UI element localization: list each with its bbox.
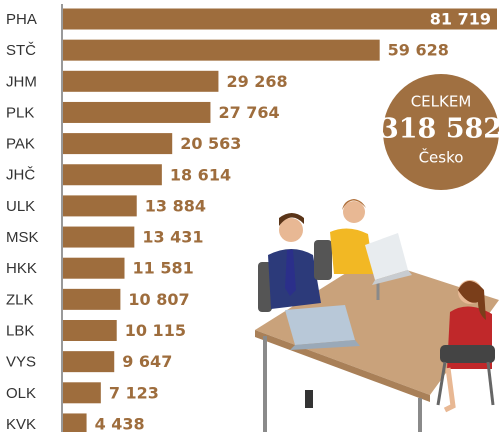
value-label: 4 438 [95,414,145,432]
bar [63,413,87,432]
bar [63,382,101,403]
bar [63,71,218,92]
value-label: 13 884 [145,196,206,215]
value-label: 20 563 [180,134,241,153]
bar [63,133,172,154]
category-label: HKK [6,260,37,277]
category-label: KVK [6,416,36,432]
value-label: 10 115 [125,321,186,340]
value-label: 13 431 [142,228,203,247]
bar [63,40,380,61]
value-label: 10 807 [128,290,189,309]
category-label: PHA [6,11,37,28]
bar [63,195,137,216]
category-label: LBK [6,322,34,339]
category-label: PLK [6,104,34,121]
value-label: 81 719 [430,10,491,29]
bar [63,164,162,185]
total-subcaption: Česko [419,148,464,167]
value-label: 11 581 [133,259,194,278]
category-label: PAK [6,136,35,153]
bar [63,289,120,310]
value-label: 9 647 [122,352,172,371]
bar [63,320,117,341]
total-caption: CELKEM [411,93,472,111]
total-value: 318 582 [380,114,499,145]
value-label: 18 614 [170,165,231,184]
category-label: VYS [6,354,36,371]
category-label: OLK [6,385,36,402]
category-label: JHČ [6,167,35,184]
category-label: JHM [6,73,37,90]
category-label: ULK [6,198,35,215]
chart: CELKEM 318 582 Česko PHA 81 719 STČ 59 628 J… [0,0,499,432]
bar [63,351,114,372]
value-label: 7 123 [109,383,159,402]
total-badge: CELKEM 318 582 Česko [380,74,499,190]
bar [63,258,125,279]
category-label: MSK [6,229,39,246]
value-label: 59 628 [388,41,449,60]
value-label: 27 764 [218,103,279,122]
category-label: ZLK [6,291,34,308]
bar [63,102,210,123]
value-label: 29 268 [226,72,287,91]
category-label: STČ [6,42,36,59]
illustration [255,199,499,432]
bar [63,227,134,248]
